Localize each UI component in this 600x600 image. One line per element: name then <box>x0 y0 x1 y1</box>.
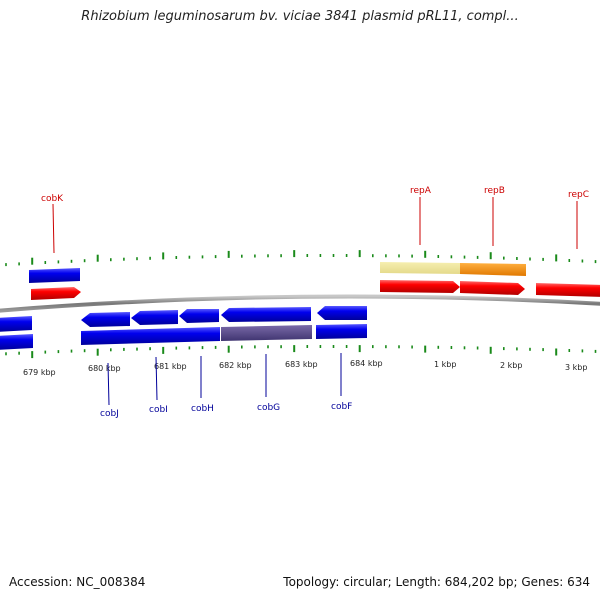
gene-label-cobJ[interactable]: cobJ <box>100 409 119 419</box>
gene-cobK-top-blue[interactable] <box>29 268 80 283</box>
gene-cobJ-block[interactable] <box>81 327 220 345</box>
scale-label: 679 kbp <box>23 368 56 377</box>
reverse-genes <box>0 306 367 350</box>
scale-label: 683 kbp <box>285 360 318 369</box>
gene-cobK-forward[interactable] <box>31 287 81 300</box>
gene-label-repC[interactable]: repC <box>568 190 589 200</box>
gene-label-cobG[interactable]: cobG <box>257 403 280 413</box>
gene-cobF-block[interactable] <box>316 324 367 339</box>
scale-label: 684 kbp <box>350 359 383 368</box>
leader-line-cobK <box>52 203 55 254</box>
gene-cobG-arrow[interactable] <box>221 307 311 322</box>
gene-cobI-arrow[interactable] <box>131 310 178 325</box>
gene-label-repA[interactable]: repA <box>410 186 432 196</box>
gene-label-repB[interactable]: repB <box>484 186 505 196</box>
bottom-gene-labels: cobJ cobI cobH cobG cobF <box>100 353 352 419</box>
top-gene-labels: cobK repA repB repC <box>41 186 589 254</box>
gene-repB-forward[interactable] <box>460 281 525 295</box>
leader-line-cobJ <box>107 362 110 406</box>
leader-line-cobI <box>155 356 158 401</box>
scale-label: 1 kbp <box>434 360 456 369</box>
gene-cobJ-arrow[interactable] <box>81 312 130 327</box>
gene-repA-forward[interactable] <box>380 280 460 293</box>
gene-label-cobI[interactable]: cobI <box>149 405 168 415</box>
scale-label: 682 kbp <box>219 361 252 370</box>
tick-marks-bottom <box>5 345 597 359</box>
scale-label: 680 kbp <box>88 364 121 373</box>
forward-genes <box>29 262 600 300</box>
gene-cobG-block[interactable] <box>221 325 312 341</box>
gene-label-cobH[interactable]: cobH <box>191 404 214 414</box>
gene-label-cobK[interactable]: cobK <box>41 194 64 204</box>
gene-repA-highlight[interactable] <box>380 262 460 274</box>
map-title: Rhizobium leguminosarum bv. viciae 3841 … <box>81 9 519 24</box>
scale-label: 3 kbp <box>565 363 587 372</box>
gene-cobH-arrow[interactable] <box>179 309 219 323</box>
scale-labels: 679 kbp 680 kbp 681 kbp 682 kbp 683 kbp … <box>23 359 587 377</box>
accession-text: Accession: NC_008384 <box>9 575 146 589</box>
scale-label: 681 kbp <box>154 362 187 371</box>
tick-marks-top <box>5 250 597 267</box>
scale-label: 2 kbp <box>500 361 522 370</box>
gene-repB-highlight[interactable] <box>460 263 526 276</box>
gene-cobF-arrow[interactable] <box>317 306 367 320</box>
gene-repC-forward[interactable] <box>536 283 600 297</box>
gene-left-edge-2[interactable] <box>0 334 33 350</box>
gene-label-cobF[interactable]: cobF <box>331 402 352 412</box>
backbone-arc <box>0 294 600 313</box>
gene-left-edge-1[interactable] <box>0 316 32 332</box>
topology-summary: Topology: circular; Length: 684,202 bp; … <box>283 575 590 589</box>
